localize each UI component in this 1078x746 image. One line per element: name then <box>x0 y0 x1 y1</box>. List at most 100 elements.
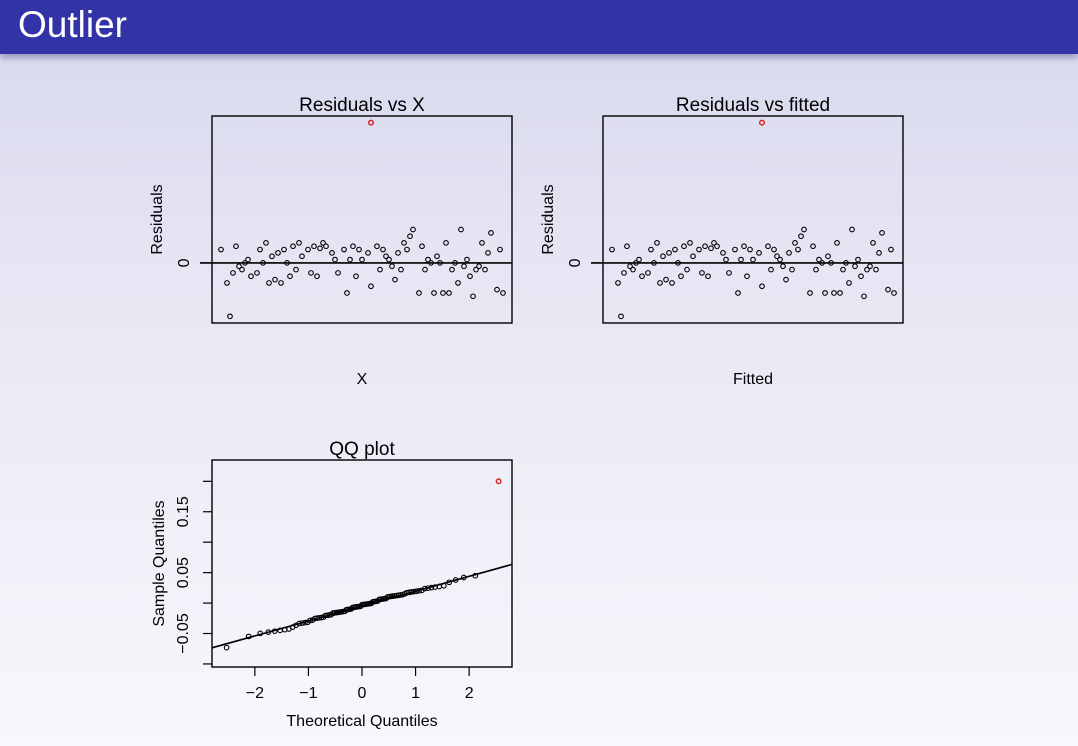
residuals-vs-x-chart: Residuals vs X 0 Residuals X <box>149 95 513 388</box>
residual-point <box>407 233 413 240</box>
residual-point <box>861 293 867 300</box>
residual-point <box>257 246 263 253</box>
qq-point <box>302 619 308 626</box>
residual-point <box>708 245 714 252</box>
residual-point <box>876 250 882 256</box>
residual-point <box>822 290 828 296</box>
residual-point <box>789 266 795 273</box>
residual-point <box>855 256 861 263</box>
residual-point <box>242 260 248 266</box>
residual-point <box>425 256 431 263</box>
residual-point <box>230 270 236 276</box>
residual-point <box>323 243 329 250</box>
residual-point <box>278 280 284 286</box>
residual-point <box>332 256 338 263</box>
residual-point <box>296 240 302 246</box>
y-tick-label: 0.15 <box>175 496 192 527</box>
residual-point <box>732 246 738 253</box>
residual-point <box>422 266 428 273</box>
residual-point <box>792 240 798 246</box>
residual-point <box>681 243 687 250</box>
page-title: Outlier <box>18 4 127 45</box>
residual-point <box>834 240 840 246</box>
x-tick-label: 0 <box>358 685 367 702</box>
residual-point <box>648 246 654 253</box>
residual-point <box>720 250 726 256</box>
residual-point <box>389 263 395 270</box>
qq-point <box>472 572 479 579</box>
residual-point <box>443 240 449 246</box>
residual-point <box>236 263 242 270</box>
x-tick-label: −1 <box>299 685 317 702</box>
residual-point <box>347 256 353 263</box>
residual-point <box>750 256 756 263</box>
qq-point <box>223 644 230 651</box>
residual-point <box>224 280 230 286</box>
residual-point <box>392 276 398 283</box>
residual-point <box>377 266 383 273</box>
outlier-point <box>758 119 765 126</box>
residual-point <box>485 250 491 256</box>
residual-point <box>440 290 446 296</box>
residual-point <box>281 246 287 253</box>
y-tick-label: −0.05 <box>175 613 192 654</box>
residual-point <box>702 243 708 250</box>
residual-point <box>639 273 645 280</box>
residual-point <box>690 253 696 260</box>
qq-point <box>257 630 264 637</box>
residual-point <box>879 230 885 236</box>
chart-title: Residuals vs fitted <box>676 95 830 116</box>
residual-point <box>464 256 470 263</box>
residual-point <box>663 276 669 283</box>
y-tick-label: 0 <box>176 258 193 267</box>
residual-point <box>738 256 744 263</box>
qq-point <box>245 633 252 640</box>
residual-point <box>618 313 624 320</box>
qq-point <box>428 584 435 591</box>
residuals-vs-fitted-chart: Residuals vs fitted 0 Residuals Fitted <box>540 95 904 388</box>
residual-point <box>437 260 443 266</box>
residual-point <box>344 290 350 296</box>
residual-point <box>714 243 720 250</box>
residual-point <box>747 246 753 253</box>
residual-point <box>672 246 678 253</box>
residual-point <box>434 253 440 260</box>
residual-point <box>488 230 494 236</box>
residual-point <box>284 260 290 266</box>
residual-point <box>744 273 750 280</box>
residual-point <box>455 280 461 286</box>
residual-point <box>801 226 807 233</box>
residual-point <box>395 250 401 256</box>
residual-point <box>810 243 816 250</box>
residual-point <box>398 266 404 273</box>
residual-point <box>449 266 455 273</box>
residual-point <box>660 253 666 260</box>
residual-point <box>401 240 407 246</box>
residual-point <box>843 260 849 266</box>
residual-point <box>290 243 296 250</box>
residual-point <box>783 276 789 283</box>
residual-point <box>687 240 693 246</box>
residual-point <box>317 245 323 252</box>
qq-point <box>299 620 306 626</box>
residual-point <box>341 246 347 253</box>
residual-point <box>386 256 392 263</box>
residual-point <box>227 313 233 320</box>
residual-point <box>497 246 503 253</box>
residual-point <box>777 256 783 263</box>
residual-point <box>353 273 359 280</box>
residual-point <box>365 250 371 256</box>
qq-point <box>416 587 422 594</box>
residual-point <box>699 270 705 276</box>
residual-point <box>621 270 627 276</box>
residual-point <box>494 286 500 293</box>
residual-point <box>819 260 825 266</box>
residual-point <box>287 273 293 280</box>
residual-point <box>816 256 822 263</box>
residual-point <box>308 270 314 276</box>
qq-point <box>410 588 417 595</box>
residual-point <box>461 263 467 270</box>
chart-title: Residuals vs X <box>299 95 425 116</box>
residual-point <box>299 253 305 260</box>
residual-point <box>852 263 858 270</box>
